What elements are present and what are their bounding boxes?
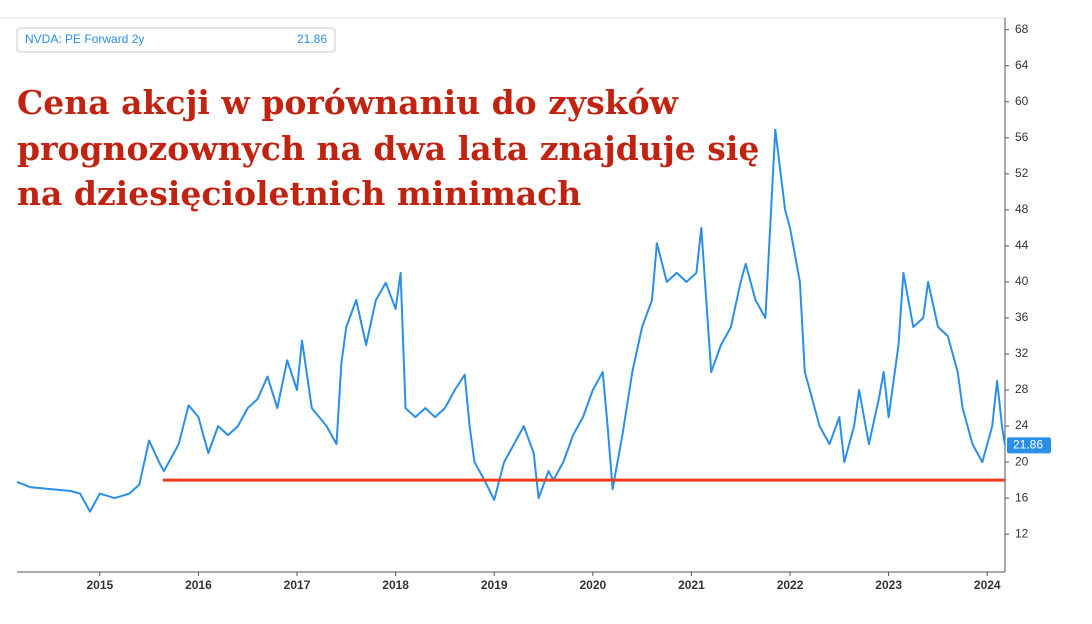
y-tick-label: 36 bbox=[1015, 310, 1029, 324]
x-tick-label: 2023 bbox=[875, 578, 902, 592]
x-tick-label: 2022 bbox=[777, 578, 804, 592]
y-tick-label: 28 bbox=[1015, 382, 1029, 396]
y-tick-label: 40 bbox=[1015, 274, 1029, 288]
x-tick-label: 2024 bbox=[974, 578, 1001, 592]
x-tick-label: 2021 bbox=[678, 578, 705, 592]
x-tick-label: 2019 bbox=[481, 578, 508, 592]
legend-box bbox=[16, 27, 336, 53]
annotation: prognozownych na dwa lata znajduje się bbox=[17, 129, 759, 168]
x-tick-label: 2020 bbox=[579, 578, 606, 592]
y-tick-label: 68 bbox=[1015, 22, 1029, 36]
x-tick-label: 2017 bbox=[284, 578, 311, 592]
y-tick-label: 44 bbox=[1015, 238, 1029, 252]
y-tick-label: 20 bbox=[1015, 454, 1029, 468]
y-tick-label: 56 bbox=[1015, 130, 1029, 144]
last-value-badge bbox=[1007, 437, 1051, 454]
y-tick-label: 60 bbox=[1015, 94, 1029, 108]
x-tick-label: 2018 bbox=[382, 578, 409, 592]
y-tick-label: 16 bbox=[1015, 490, 1029, 504]
y-tick-label: 32 bbox=[1015, 346, 1029, 360]
x-tick-label: 2016 bbox=[185, 578, 212, 592]
y-tick-label: 64 bbox=[1015, 58, 1029, 72]
annotation: Cena akcji w porównaniu do zysków bbox=[17, 83, 680, 122]
y-tick-label: 48 bbox=[1015, 202, 1029, 216]
legend-label: NVDA: PE Forward 2y bbox=[25, 32, 144, 46]
y-tick-label: 52 bbox=[1015, 166, 1029, 180]
annotation: na dziesięcioletnich minimach bbox=[17, 174, 581, 213]
y-tick-label: 24 bbox=[1015, 418, 1029, 432]
x-tick-label: 2015 bbox=[86, 578, 113, 592]
line bbox=[16, 128, 1006, 513]
last-value-label: 21.86 bbox=[1013, 438, 1043, 452]
legend-value: 21.86 bbox=[297, 32, 327, 46]
y-tick-label: 12 bbox=[1015, 526, 1029, 540]
